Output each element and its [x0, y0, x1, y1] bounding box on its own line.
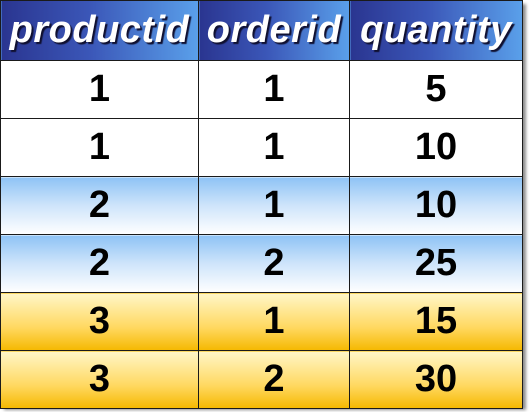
cell-productid: 2 — [0, 234, 199, 293]
cell-quantity: 10 — [349, 176, 523, 235]
cell-quantity: 10 — [349, 118, 523, 177]
cell-productid: 3 — [0, 292, 199, 351]
cell-productid: 2 — [0, 176, 199, 235]
cell-productid: 3 — [0, 350, 199, 409]
table-header-row: productid orderid quantity — [0, 0, 523, 61]
table-row: 3 1 15 — [0, 292, 523, 351]
table-row: 2 2 25 — [0, 234, 523, 293]
cell-orderid: 1 — [198, 176, 350, 235]
cell-productid: 1 — [0, 60, 199, 119]
cell-productid: 1 — [0, 118, 199, 177]
cell-quantity: 5 — [349, 60, 523, 119]
cell-orderid: 1 — [198, 292, 350, 351]
cell-quantity: 25 — [349, 234, 523, 293]
cell-quantity: 30 — [349, 350, 523, 409]
column-header-orderid: orderid — [198, 0, 350, 61]
cell-orderid: 1 — [198, 60, 350, 119]
table-row: 2 1 10 — [0, 176, 523, 235]
column-header-quantity: quantity — [349, 0, 523, 61]
table-row: 3 2 30 — [0, 350, 523, 409]
cell-orderid: 2 — [198, 234, 350, 293]
column-header-productid: productid — [0, 0, 199, 61]
data-table: productid orderid quantity 1 1 5 1 1 10 … — [0, 0, 523, 409]
cell-orderid: 1 — [198, 118, 350, 177]
data-table-container: productid orderid quantity 1 1 5 1 1 10 … — [0, 0, 523, 409]
cell-orderid: 2 — [198, 350, 350, 409]
cell-quantity: 15 — [349, 292, 523, 351]
table-row: 1 1 10 — [0, 118, 523, 177]
table-row: 1 1 5 — [0, 60, 523, 119]
